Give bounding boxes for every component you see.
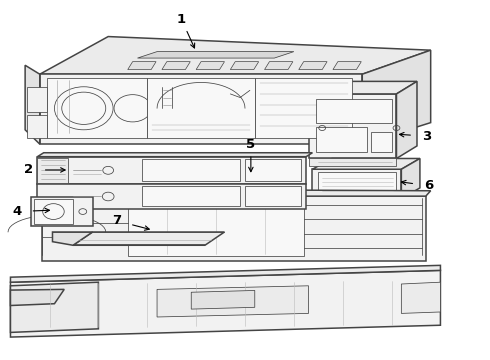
Polygon shape bbox=[40, 37, 431, 74]
Polygon shape bbox=[42, 196, 426, 261]
Polygon shape bbox=[47, 78, 147, 138]
Polygon shape bbox=[230, 62, 259, 69]
Polygon shape bbox=[27, 87, 47, 112]
Polygon shape bbox=[25, 65, 40, 144]
Polygon shape bbox=[255, 78, 352, 138]
Polygon shape bbox=[371, 132, 392, 152]
Polygon shape bbox=[316, 127, 367, 152]
Text: 3: 3 bbox=[422, 130, 431, 143]
Text: 4: 4 bbox=[12, 205, 22, 218]
Polygon shape bbox=[362, 50, 431, 144]
Polygon shape bbox=[162, 62, 190, 69]
Polygon shape bbox=[37, 184, 306, 209]
Polygon shape bbox=[10, 270, 441, 337]
Text: 2: 2 bbox=[24, 163, 34, 176]
Polygon shape bbox=[52, 232, 93, 245]
Polygon shape bbox=[196, 62, 224, 69]
Polygon shape bbox=[318, 172, 396, 195]
Polygon shape bbox=[313, 158, 420, 169]
Polygon shape bbox=[128, 62, 156, 69]
Polygon shape bbox=[191, 291, 255, 309]
Polygon shape bbox=[27, 115, 47, 138]
Polygon shape bbox=[309, 81, 417, 94]
Text: 6: 6 bbox=[424, 179, 433, 192]
Polygon shape bbox=[42, 189, 431, 196]
Polygon shape bbox=[10, 289, 64, 306]
Polygon shape bbox=[299, 62, 327, 69]
Polygon shape bbox=[10, 265, 441, 282]
Text: 1: 1 bbox=[177, 13, 186, 26]
Text: 5: 5 bbox=[246, 138, 255, 150]
Polygon shape bbox=[37, 158, 68, 183]
Polygon shape bbox=[309, 94, 396, 158]
Polygon shape bbox=[10, 282, 98, 332]
Polygon shape bbox=[138, 51, 294, 58]
Polygon shape bbox=[34, 199, 73, 224]
Polygon shape bbox=[245, 159, 301, 181]
Polygon shape bbox=[37, 153, 313, 157]
Polygon shape bbox=[147, 78, 255, 138]
Polygon shape bbox=[157, 286, 309, 317]
Polygon shape bbox=[265, 62, 293, 69]
Polygon shape bbox=[73, 232, 224, 245]
Polygon shape bbox=[31, 197, 93, 226]
Polygon shape bbox=[396, 81, 417, 158]
Polygon shape bbox=[316, 99, 392, 123]
Polygon shape bbox=[333, 62, 361, 69]
Polygon shape bbox=[143, 159, 240, 181]
Polygon shape bbox=[401, 282, 441, 314]
Polygon shape bbox=[37, 157, 306, 184]
Polygon shape bbox=[40, 74, 362, 144]
Polygon shape bbox=[309, 158, 396, 166]
Polygon shape bbox=[401, 158, 420, 199]
Polygon shape bbox=[143, 186, 240, 206]
Polygon shape bbox=[313, 169, 401, 199]
Polygon shape bbox=[245, 186, 301, 206]
Polygon shape bbox=[128, 198, 304, 256]
Text: 7: 7 bbox=[112, 215, 122, 228]
